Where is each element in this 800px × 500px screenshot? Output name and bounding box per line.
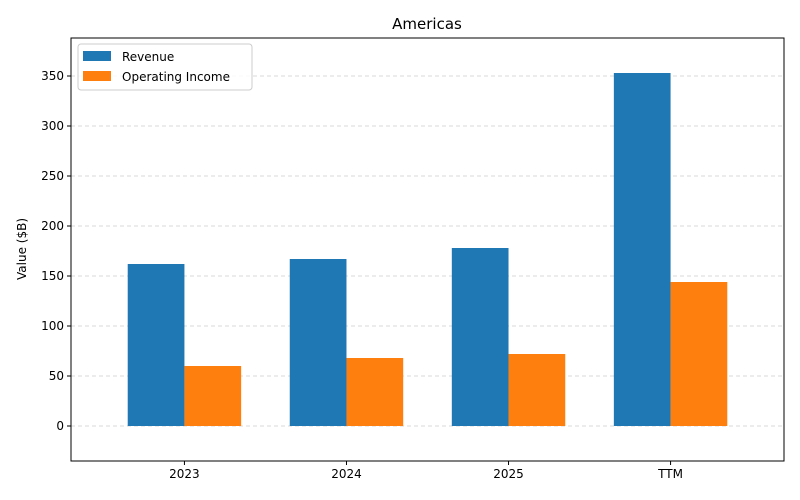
bar-operating-income — [508, 354, 566, 426]
legend-label: Operating Income — [122, 70, 230, 84]
y-tick-label: 150 — [41, 269, 64, 283]
legend-swatch — [83, 71, 111, 81]
x-axis-ticks: 2023 2024 2025 TTM — [169, 461, 683, 481]
bar-revenue — [289, 259, 347, 426]
y-axis-ticks: 0 50 100 150 200 250 300 350 — [41, 69, 71, 433]
x-tick-label: 2023 — [169, 467, 200, 481]
y-tick-label: 250 — [41, 169, 64, 183]
x-tick-label: 2025 — [493, 467, 524, 481]
plot-frame — [70, 37, 785, 462]
y-tick-label: 50 — [49, 369, 64, 383]
y-axis-label: Value ($B) — [15, 218, 29, 280]
bar-operating-income — [184, 366, 242, 426]
x-tick-label: TTM — [657, 467, 683, 481]
bar-revenue — [613, 73, 671, 426]
bars — [127, 73, 728, 426]
y-tick-label: 200 — [41, 219, 64, 233]
y-tick-label: 0 — [56, 419, 64, 433]
bar-operating-income — [670, 282, 728, 426]
bar-revenue — [451, 248, 509, 426]
bar-operating-income — [346, 358, 404, 426]
bar-revenue — [127, 264, 185, 426]
chart-title: Americas — [392, 15, 462, 33]
y-tick-label: 350 — [41, 69, 64, 83]
legend-box — [77, 43, 253, 91]
legend-label: Revenue — [122, 50, 174, 64]
legend-swatch — [83, 51, 111, 61]
x-tick-label: 2024 — [331, 467, 362, 481]
legend: Revenue Operating Income — [77, 43, 253, 91]
y-tick-label: 100 — [41, 319, 64, 333]
y-tick-label: 300 — [41, 119, 64, 133]
